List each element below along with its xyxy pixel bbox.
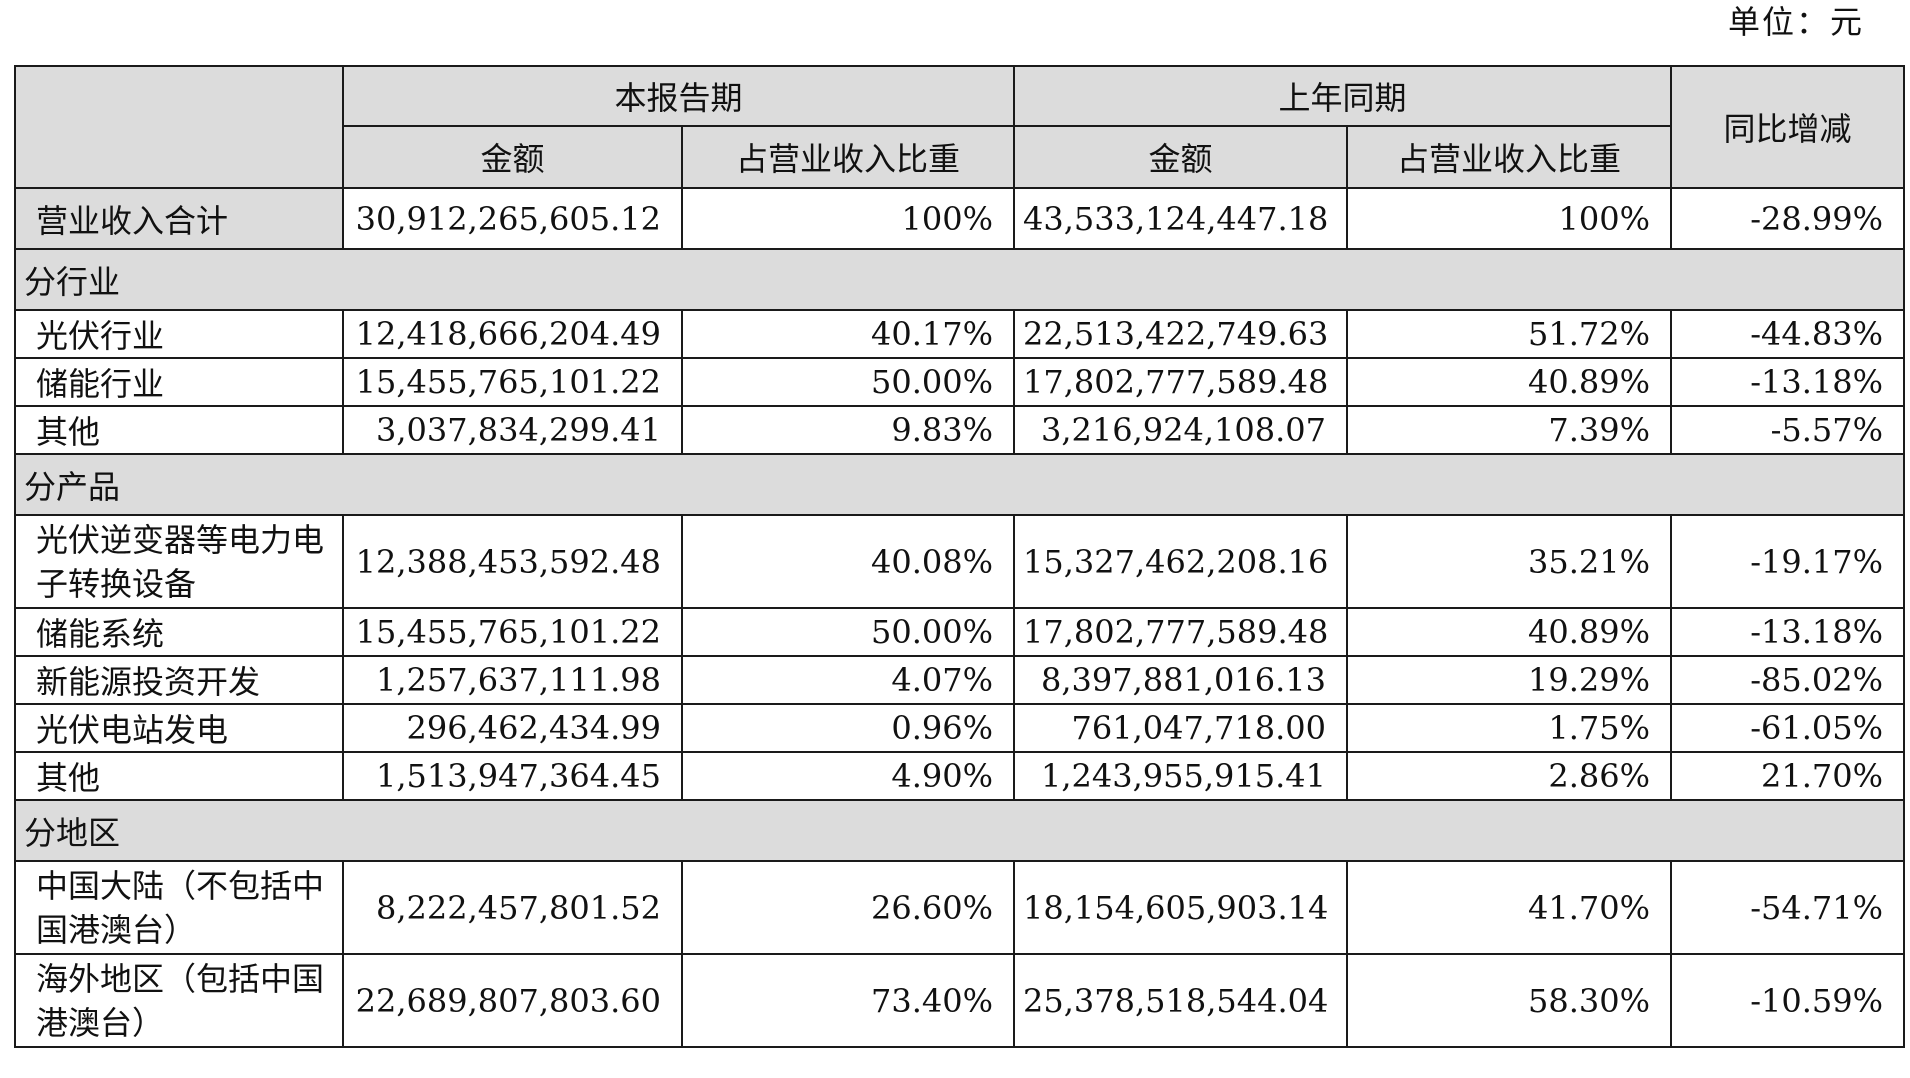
table-row: 光伏电站发电 296,462,434.99 0.96% 761,047,718.… <box>14 703 1906 753</box>
table-row: 中国大陆（不包括中国港澳台） 8,222,457,801.52 26.60% 1… <box>14 860 1906 955</box>
row-label: 新能源投资开发 <box>14 655 344 705</box>
total-cur-share: 100% <box>680 187 1016 250</box>
table-row: 新能源投资开发 1,257,637,111.98 4.07% 8,397,881… <box>14 655 1906 705</box>
row-cur-amount: 15,455,765,101.22 <box>342 357 683 407</box>
row-yoy: -13.18% <box>1670 357 1906 407</box>
row-cur-amount: 3,037,834,299.41 <box>342 405 683 455</box>
row-yoy: -85.02% <box>1670 655 1906 705</box>
section-title: 分行业 <box>13 248 1906 311</box>
row-label: 海外地区（包括中国港澳台） <box>14 953 344 1048</box>
table-row: 储能行业 15,455,765,101.22 50.00% 17,802,777… <box>14 357 1906 407</box>
row-prev-share: 1.75% <box>1346 703 1673 753</box>
row-cur-amount: 1,257,637,111.98 <box>342 655 683 705</box>
row-cur-share: 40.08% <box>680 514 1016 609</box>
row-cur-amount: 12,418,666,204.49 <box>342 309 683 359</box>
header-yoy: 同比增减 <box>1670 65 1906 189</box>
row-prev-amount: 17,802,777,589.48 <box>1013 607 1349 657</box>
table-row: 其他 1,513,947,364.45 4.90% 1,243,955,915.… <box>14 751 1906 801</box>
row-prev-amount: 17,802,777,589.48 <box>1013 357 1349 407</box>
row-prev-share: 51.72% <box>1346 309 1673 359</box>
row-prev-share: 19.29% <box>1346 655 1673 705</box>
total-cur-amount: 30,912,265,605.12 <box>342 187 683 250</box>
row-yoy: -10.59% <box>1670 953 1906 1048</box>
row-label: 光伏逆变器等电力电子转换设备 <box>14 514 344 609</box>
row-cur-share: 50.00% <box>680 607 1016 657</box>
row-prev-share: 40.89% <box>1346 607 1673 657</box>
header-cur-amount: 金额 <box>342 125 683 189</box>
row-cur-amount: 15,455,765,101.22 <box>342 607 683 657</box>
table-row: 光伏行业 12,418,666,204.49 40.17% 22,513,422… <box>14 309 1906 359</box>
row-label: 光伏行业 <box>14 309 344 359</box>
section-title: 分产品 <box>13 453 1906 516</box>
row-label: 其他 <box>14 405 344 455</box>
row-prev-amount: 3,216,924,108.07 <box>1013 405 1349 455</box>
row-yoy: -13.18% <box>1670 607 1906 657</box>
row-prev-amount: 18,154,605,903.14 <box>1013 860 1349 955</box>
row-yoy: -44.83% <box>1670 309 1906 359</box>
row-prev-amount: 15,327,462,208.16 <box>1013 514 1349 609</box>
row-prev-amount: 1,243,955,915.41 <box>1013 751 1349 801</box>
row-cur-share: 73.40% <box>680 953 1016 1048</box>
header-row-sub: 金额 占营业收入比重 金额 占营业收入比重 <box>15 125 1904 189</box>
total-yoy: -28.99% <box>1670 187 1906 250</box>
row-prev-share: 7.39% <box>1346 405 1673 455</box>
row-prev-share: 58.30% <box>1346 953 1673 1048</box>
row-prev-amount: 8,397,881,016.13 <box>1013 655 1349 705</box>
total-row: 营业收入合计 30,912,265,605.12 100% 43,533,124… <box>14 187 1906 250</box>
revenue-composition-table: 本报告期 上年同期 同比增减 金额 占营业收入比重 金额 占营业收入比重 营业收… <box>13 65 1906 1048</box>
row-prev-share: 40.89% <box>1346 357 1673 407</box>
section-row-product: 分产品 <box>13 453 1906 516</box>
row-yoy: -54.71% <box>1670 860 1906 955</box>
row-yoy: 21.70% <box>1670 751 1906 801</box>
row-label: 其他 <box>14 751 344 801</box>
header-prior-period: 上年同期 <box>1013 65 1673 127</box>
header-row-top: 本报告期 上年同期 同比增减 <box>14 65 1906 189</box>
section-title: 分地区 <box>13 799 1906 862</box>
header-cur-share: 占营业收入比重 <box>680 125 1016 189</box>
unit-label: 单位：元 <box>1727 3 1864 41</box>
row-yoy: -61.05% <box>1670 703 1906 753</box>
row-prev-share: 35.21% <box>1346 514 1673 609</box>
total-prev-share: 100% <box>1346 187 1673 250</box>
row-prev-amount: 22,513,422,749.63 <box>1013 309 1349 359</box>
total-prev-amount: 43,533,124,447.18 <box>1013 187 1349 250</box>
row-label: 光伏电站发电 <box>14 703 344 753</box>
row-cur-share: 0.96% <box>680 703 1016 753</box>
row-cur-amount: 22,689,807,803.60 <box>342 953 683 1048</box>
row-prev-share: 41.70% <box>1346 860 1673 955</box>
row-yoy: -19.17% <box>1670 514 1906 609</box>
row-cur-share: 4.90% <box>680 751 1016 801</box>
table-row: 储能系统 15,455,765,101.22 50.00% 17,802,777… <box>14 607 1906 657</box>
section-row-industry: 分行业 <box>13 248 1906 311</box>
row-cur-share: 26.60% <box>680 860 1016 955</box>
row-cur-amount: 12,388,453,592.48 <box>342 514 683 609</box>
table-row: 海外地区（包括中国港澳台） 22,689,807,803.60 73.40% 2… <box>14 953 1906 1048</box>
row-prev-amount: 25,378,518,544.04 <box>1013 953 1349 1048</box>
row-cur-amount: 8,222,457,801.52 <box>342 860 683 955</box>
row-label: 中国大陆（不包括中国港澳台） <box>14 860 344 955</box>
table-row: 光伏逆变器等电力电子转换设备 12,388,453,592.48 40.08% … <box>14 514 1906 609</box>
section-row-region: 分地区 <box>13 799 1906 862</box>
table-row: 其他 3,037,834,299.41 9.83% 3,216,924,108.… <box>14 405 1906 455</box>
total-label: 营业收入合计 <box>14 187 344 250</box>
row-label: 储能系统 <box>14 607 344 657</box>
row-prev-amount: 761,047,718.00 <box>1013 703 1349 753</box>
row-cur-share: 9.83% <box>680 405 1016 455</box>
row-cur-share: 40.17% <box>680 309 1016 359</box>
header-blank-cell <box>14 65 344 189</box>
row-prev-share: 2.86% <box>1346 751 1673 801</box>
row-yoy: -5.57% <box>1670 405 1906 455</box>
header-prev-share: 占营业收入比重 <box>1346 125 1673 189</box>
row-cur-share: 50.00% <box>680 357 1016 407</box>
row-label: 储能行业 <box>14 357 344 407</box>
row-cur-share: 4.07% <box>680 655 1016 705</box>
row-cur-amount: 1,513,947,364.45 <box>342 751 683 801</box>
header-current-period: 本报告期 <box>341 65 1016 127</box>
row-cur-amount: 296,462,434.99 <box>342 703 683 753</box>
header-prev-amount: 金额 <box>1013 125 1349 189</box>
